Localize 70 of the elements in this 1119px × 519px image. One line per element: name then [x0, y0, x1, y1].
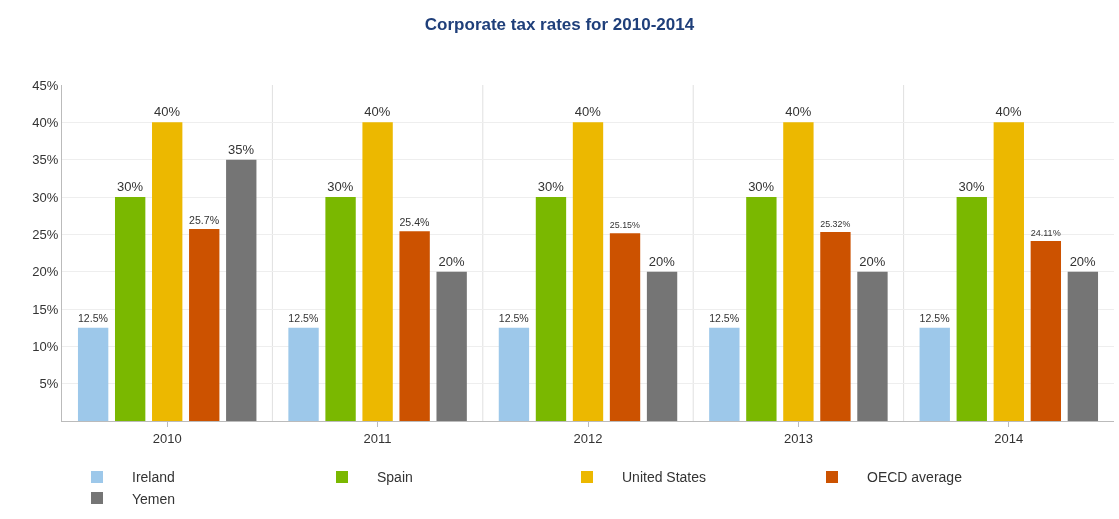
y-tick-label: 15% — [32, 301, 59, 317]
bar — [709, 327, 740, 421]
bar — [325, 197, 356, 421]
bar — [919, 327, 950, 421]
y-tick-label: 30% — [32, 189, 59, 205]
x-tick-label: 2011 — [363, 430, 392, 446]
chart-title: Corporate tax rates for 2010-2014 — [424, 15, 695, 35]
y-tick-label: 45% — [32, 77, 59, 93]
bar — [114, 197, 146, 421]
bar — [783, 122, 814, 421]
data-label: 30% — [748, 179, 775, 194]
data-label: 35% — [228, 141, 255, 157]
y-tick-label: 20% — [32, 264, 59, 280]
y-tick-label: 35% — [32, 152, 59, 168]
bar — [993, 122, 1024, 421]
x-tick-label: 2010 — [152, 430, 182, 446]
y-tick-label: 10% — [32, 338, 59, 354]
bar — [288, 327, 319, 421]
data-label: 12.5% — [919, 312, 951, 325]
bar — [226, 159, 257, 421]
data-label: 24.11% — [1030, 227, 1061, 238]
data-label: 30% — [327, 179, 354, 194]
bar — [436, 271, 467, 421]
data-label: 12.5% — [288, 312, 319, 325]
x-tick-label: 2013 — [783, 430, 813, 446]
data-label: 20% — [859, 253, 886, 269]
data-label: 30% — [958, 179, 985, 194]
bar — [535, 197, 567, 421]
legend-label: Spain — [377, 469, 413, 486]
bar — [609, 233, 641, 421]
bar — [820, 231, 851, 421]
data-label: 20% — [648, 253, 676, 269]
data-label: 20% — [1069, 253, 1097, 269]
data-label: 30% — [537, 179, 565, 194]
bar — [1030, 240, 1062, 421]
x-tick-label: 2014 — [994, 430, 1024, 446]
bar — [746, 197, 777, 421]
bar — [77, 327, 109, 421]
data-label: 40% — [153, 104, 181, 120]
data-label: 40% — [364, 104, 391, 120]
x-tick-label: 2012 — [573, 430, 603, 446]
y-tick-label: 25% — [32, 226, 59, 242]
data-label: 25.32% — [820, 218, 851, 229]
y-tick-label: 40% — [32, 114, 59, 130]
y-tick-label: 5% — [39, 376, 59, 392]
bar — [646, 271, 678, 421]
data-label: 40% — [995, 104, 1023, 120]
bar — [399, 231, 430, 421]
bar — [498, 327, 530, 421]
data-label: 40% — [574, 104, 602, 120]
data-label: 20% — [438, 253, 465, 269]
bar — [1067, 271, 1099, 421]
data-label: 25.7% — [189, 213, 220, 226]
data-label: 12.5% — [77, 312, 109, 325]
data-label: 12.5% — [709, 312, 740, 325]
bar — [189, 229, 220, 421]
bar — [956, 197, 987, 421]
data-label: 25.15% — [609, 220, 641, 231]
legend-label: Ireland — [132, 469, 175, 486]
legend-label: Yemen — [132, 490, 176, 507]
bar — [152, 122, 183, 421]
data-label: 30% — [116, 179, 144, 194]
bar — [362, 122, 393, 421]
legend-label: United States — [622, 469, 707, 486]
data-label: 25.4% — [399, 215, 431, 228]
data-label: 40% — [785, 104, 812, 120]
bar — [572, 122, 604, 421]
bar — [857, 271, 888, 421]
legend-label: OECD average — [867, 469, 963, 486]
data-label: 12.5% — [498, 312, 530, 325]
